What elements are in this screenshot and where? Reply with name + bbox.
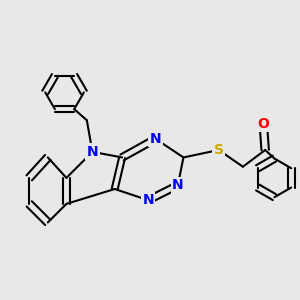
Text: O: O xyxy=(257,117,269,131)
Text: N: N xyxy=(172,178,184,192)
Text: N: N xyxy=(87,145,98,159)
Text: S: S xyxy=(214,143,224,157)
Text: N: N xyxy=(150,132,161,146)
Text: N: N xyxy=(142,193,154,207)
